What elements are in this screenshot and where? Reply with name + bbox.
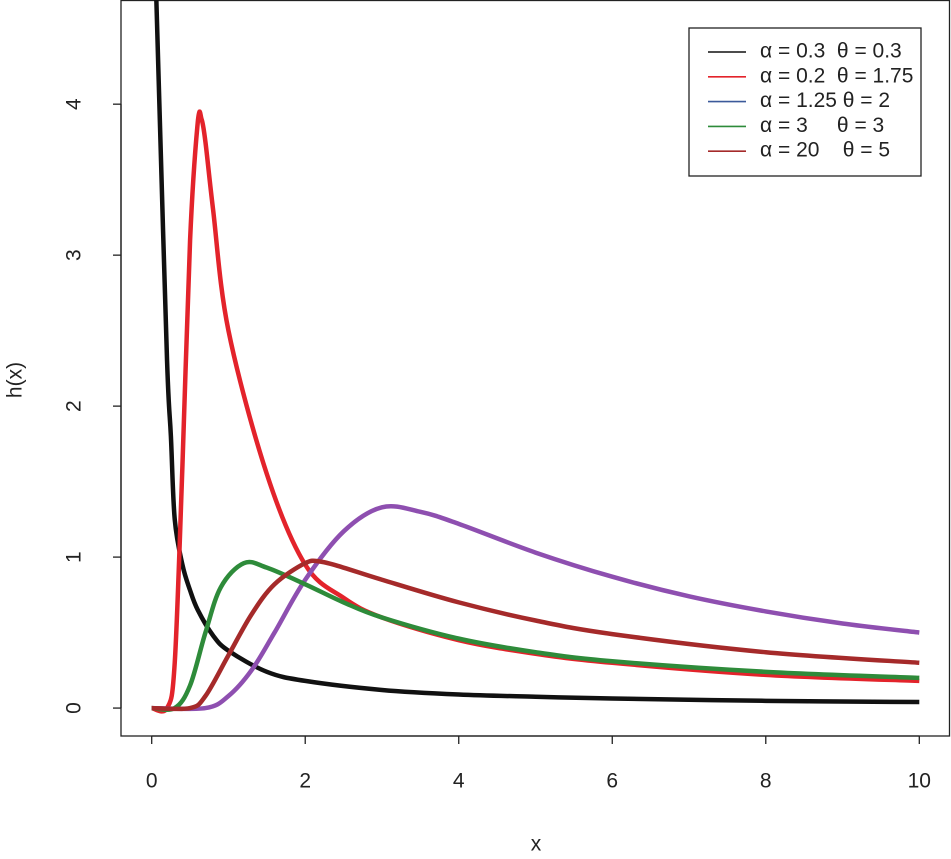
curve (154, 0, 920, 705)
curve (151, 503, 920, 712)
curve (151, 559, 920, 712)
x-tick-label: 8 (760, 770, 772, 793)
x-tick-label: 2 (299, 770, 311, 793)
legend-label: α = 20 θ = 5 (760, 139, 890, 162)
y-tick-label: 1 (63, 551, 86, 563)
legend-label: α = 3 θ = 3 (760, 114, 884, 137)
legend-label: α = 1.25 θ = 2 (760, 89, 890, 112)
y-tick-label: 3 (63, 249, 86, 261)
y-tick-label: 0 (63, 702, 86, 714)
x-tick-label: 4 (453, 770, 465, 793)
x-axis-label: x (531, 833, 542, 856)
x-tick-label: 10 (908, 770, 931, 793)
x-tick-label: 0 (146, 770, 158, 793)
y-axis-label: h(x) (4, 362, 27, 398)
y-tick-label: 2 (63, 400, 86, 412)
x-tick-label: 6 (606, 770, 618, 793)
legend-label: α = 0.3 θ = 0.3 (760, 40, 902, 63)
y-tick-label: 4 (63, 98, 86, 110)
curves (151, 0, 920, 714)
curve (151, 558, 920, 712)
legend-label: α = 0.2 θ = 1.75 (760, 64, 913, 87)
